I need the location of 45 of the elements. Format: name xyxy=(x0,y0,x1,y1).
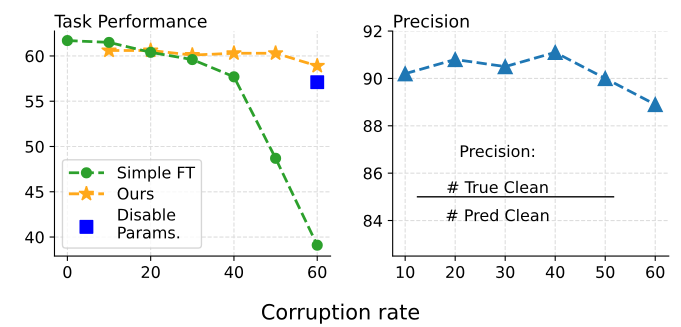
y-tick-label: 60 xyxy=(26,50,44,62)
point xyxy=(226,44,242,60)
point xyxy=(548,44,563,60)
annotation: # True Clean xyxy=(447,180,548,194)
point xyxy=(309,58,326,73)
y-tick-label: 45 xyxy=(25,186,44,198)
x-axis-title: Corruption rate xyxy=(262,304,420,324)
point xyxy=(312,240,323,251)
y-tick-label: 55 xyxy=(26,96,44,108)
x-tick-label: 10 xyxy=(396,266,414,278)
x-tick-label: 0 xyxy=(63,266,72,278)
legend-label: Disable Params. xyxy=(118,208,180,239)
x-tick-label: 30 xyxy=(496,266,514,278)
x-tick-label: 20 xyxy=(446,266,464,278)
point xyxy=(186,54,198,66)
x-tick-label: 50 xyxy=(596,266,614,278)
x-tick-label: 60 xyxy=(308,266,326,278)
y-tick-label: 92 xyxy=(364,25,382,38)
point xyxy=(598,70,613,86)
point xyxy=(103,36,115,48)
legend-label: Simple FT xyxy=(118,166,196,182)
point xyxy=(270,152,282,164)
x-tick-label: 40 xyxy=(224,266,244,278)
x-tick-label: 60 xyxy=(646,266,664,278)
y-tick-label: 88 xyxy=(364,120,382,132)
point xyxy=(228,71,240,82)
point xyxy=(398,66,413,82)
point xyxy=(648,96,663,112)
point xyxy=(310,75,324,90)
y-tick-label: 86 xyxy=(364,167,382,180)
chart-title: Task Performance xyxy=(54,14,207,28)
point xyxy=(62,35,73,46)
legend-label: Ours xyxy=(118,188,154,200)
x-tick-label: 40 xyxy=(546,266,564,278)
y-tick-label: 40 xyxy=(25,231,44,244)
annotation: Precision: xyxy=(460,144,534,158)
point xyxy=(268,44,284,60)
point xyxy=(448,52,463,68)
chart-title: Precision xyxy=(394,14,469,28)
point xyxy=(498,58,513,74)
x-tick-label: 20 xyxy=(142,266,160,278)
y-tick-label: 84 xyxy=(364,214,382,227)
y-tick-label: 90 xyxy=(364,72,382,85)
annotation: # Pred Clean xyxy=(446,208,548,222)
y-tick-label: 50 xyxy=(26,140,44,153)
